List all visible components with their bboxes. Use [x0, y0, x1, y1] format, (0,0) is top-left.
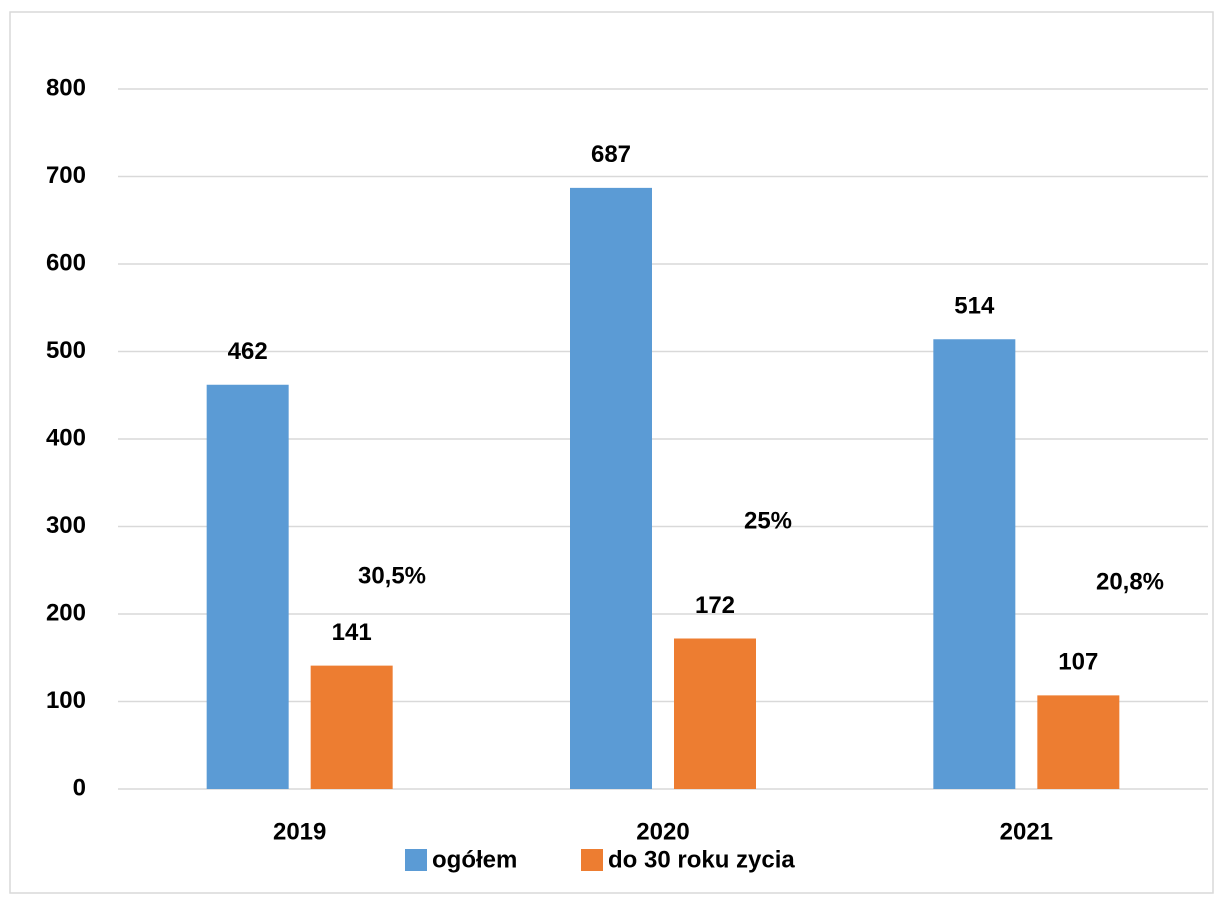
- x-tick-label: 2020: [636, 818, 689, 845]
- y-tick-label: 0: [73, 774, 86, 801]
- bar: [674, 638, 756, 789]
- y-tick-label: 500: [46, 337, 86, 364]
- y-tick-label: 200: [46, 599, 86, 626]
- legend-swatch: [581, 849, 603, 871]
- legend-swatch: [405, 849, 427, 871]
- annotation: 20,8%: [1096, 568, 1164, 595]
- data-label: 141: [332, 619, 372, 646]
- annotation: 30,5%: [358, 562, 426, 589]
- bar: [570, 187, 652, 789]
- bar: [206, 384, 289, 789]
- y-tick-label: 300: [46, 512, 86, 539]
- y-tick-label: 800: [46, 74, 86, 101]
- bar: [1037, 695, 1120, 789]
- y-tick-label: 400: [46, 424, 86, 451]
- annotation: 25%: [744, 507, 792, 534]
- x-tick-label: 2021: [1000, 818, 1053, 845]
- data-label: 107: [1058, 649, 1098, 676]
- y-tick-label: 600: [46, 249, 86, 276]
- x-tick-label: 2019: [273, 818, 326, 845]
- data-label: 687: [591, 141, 631, 168]
- data-label: 514: [954, 293, 995, 320]
- y-tick-label: 700: [46, 162, 86, 189]
- legend-label: do 30 roku zycia: [608, 846, 795, 873]
- y-tick-label: 100: [46, 687, 86, 714]
- bar: [310, 665, 393, 789]
- legend-label: ogółem: [432, 846, 517, 873]
- data-label: 462: [228, 338, 268, 365]
- bar: [933, 339, 1016, 789]
- data-label: 172: [695, 592, 735, 619]
